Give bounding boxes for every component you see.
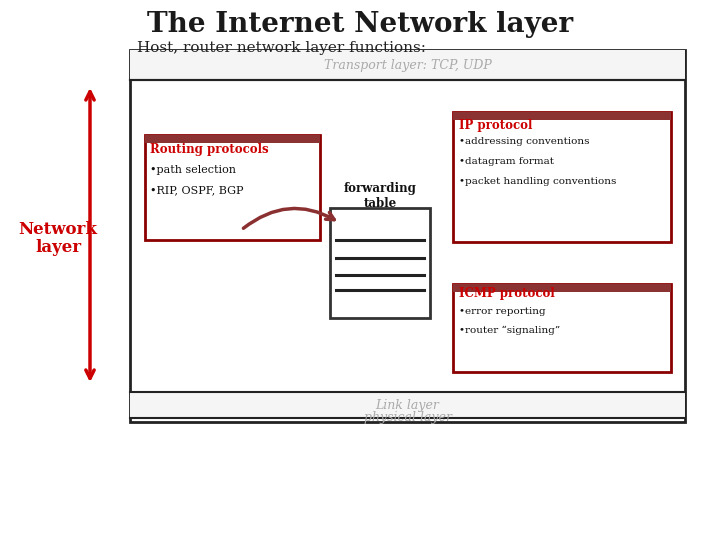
FancyBboxPatch shape	[453, 284, 671, 372]
Text: Host, router network layer functions:: Host, router network layer functions:	[137, 41, 426, 55]
Text: layer: layer	[35, 240, 81, 256]
Text: Link layer: Link layer	[376, 399, 439, 411]
FancyBboxPatch shape	[130, 392, 685, 418]
FancyBboxPatch shape	[130, 50, 685, 422]
FancyBboxPatch shape	[453, 284, 671, 292]
FancyBboxPatch shape	[453, 112, 671, 120]
Text: •router “signaling”: •router “signaling”	[459, 325, 560, 335]
Text: physical layer: physical layer	[364, 411, 451, 424]
Text: •error reporting: •error reporting	[459, 307, 546, 316]
Text: •datagram format: •datagram format	[459, 158, 554, 166]
FancyBboxPatch shape	[130, 50, 685, 80]
Text: •path selection: •path selection	[150, 165, 236, 175]
FancyBboxPatch shape	[145, 135, 320, 240]
Text: •RIP, OSPF, BGP: •RIP, OSPF, BGP	[150, 185, 243, 195]
Text: Network: Network	[19, 221, 97, 239]
Text: IP protocol: IP protocol	[459, 118, 532, 132]
Text: •addressing conventions: •addressing conventions	[459, 138, 590, 146]
Text: The Internet Network layer: The Internet Network layer	[147, 11, 573, 38]
FancyBboxPatch shape	[330, 208, 430, 318]
Text: forwarding
table: forwarding table	[343, 182, 416, 210]
Text: ICMP protocol: ICMP protocol	[459, 287, 554, 300]
FancyBboxPatch shape	[145, 135, 320, 143]
FancyBboxPatch shape	[453, 112, 671, 242]
Text: Routing protocols: Routing protocols	[150, 144, 269, 157]
Text: Transport layer: TCP, UDP: Transport layer: TCP, UDP	[323, 58, 491, 71]
Text: •packet handling conventions: •packet handling conventions	[459, 178, 616, 186]
